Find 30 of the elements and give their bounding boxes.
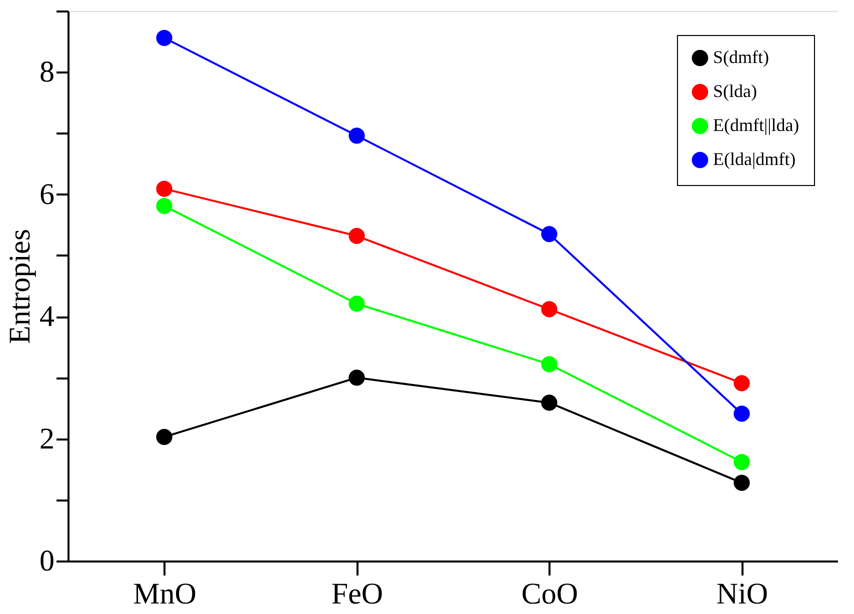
point <box>156 30 172 46</box>
point <box>348 128 365 144</box>
legend-label: S(lda) <box>713 81 757 101</box>
point <box>156 180 172 197</box>
legend-label: S(dmft) <box>713 47 769 67</box>
point <box>541 356 558 372</box>
point <box>734 454 750 470</box>
y-axis-title: Entropies <box>4 229 36 344</box>
x-tick-label: NiO <box>716 578 768 610</box>
point <box>348 228 365 244</box>
legend-label: E(lda|dmft) <box>713 149 796 169</box>
point <box>734 406 750 422</box>
point <box>348 296 365 312</box>
point <box>734 375 750 392</box>
y-tick-label: 6 <box>40 178 54 211</box>
point <box>541 394 558 411</box>
y-tick-label: 4 <box>40 300 54 334</box>
point <box>734 474 750 491</box>
x-tick-label: CoO <box>521 578 578 610</box>
point <box>348 370 365 386</box>
x-tick-label: FeO <box>331 578 384 610</box>
legend-label: E(dmft||lda) <box>713 115 800 135</box>
point <box>541 301 558 318</box>
y-tick-label: 8 <box>40 56 54 89</box>
point <box>156 428 172 445</box>
point <box>541 226 558 242</box>
point <box>156 198 172 214</box>
x-tick-label: MnO <box>133 578 196 610</box>
y-tick-label: 0 <box>40 544 54 578</box>
y-tick-label: 2 <box>40 422 54 456</box>
